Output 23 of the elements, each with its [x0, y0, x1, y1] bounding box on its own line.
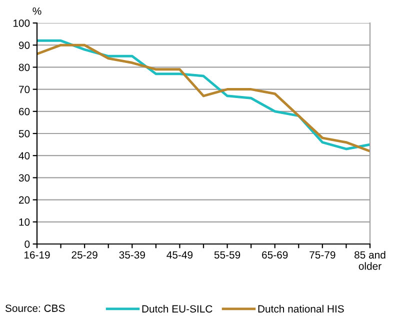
y-tick-label: 0: [24, 240, 30, 248]
y-tick-label: 80: [18, 64, 30, 72]
source-note: Source: CBS: [5, 304, 65, 312]
x-tick-label: 55-59: [214, 251, 240, 259]
y-tick-label: 100: [13, 20, 30, 27]
x-tick-label: 65-69: [262, 251, 288, 259]
y-axis-title: %: [32, 7, 42, 15]
legend-label: Dutch national HIS: [258, 304, 344, 313]
y-tick-label: 20: [18, 196, 30, 204]
y-tick-label: 60: [19, 108, 30, 116]
y-tick-label: 90: [18, 42, 30, 49]
x-tick-label: 45-49: [166, 251, 193, 259]
y-tick-label: 10: [19, 218, 30, 226]
y-tick-label: 70: [19, 86, 30, 94]
x-tick-label: 25-29: [72, 251, 98, 259]
legend-label: Dutch EU-SILC: [142, 304, 212, 313]
x-tick-label: 75-79: [310, 251, 336, 259]
x-tick-label: 16-19: [24, 251, 50, 259]
y-tick-label: 50: [18, 130, 30, 138]
y-tick-label: 30: [18, 174, 30, 182]
x-tick-label: 85 and older: [354, 250, 386, 270]
y-tick-label: 40: [18, 152, 30, 160]
x-tick-label: 35-39: [119, 251, 145, 259]
